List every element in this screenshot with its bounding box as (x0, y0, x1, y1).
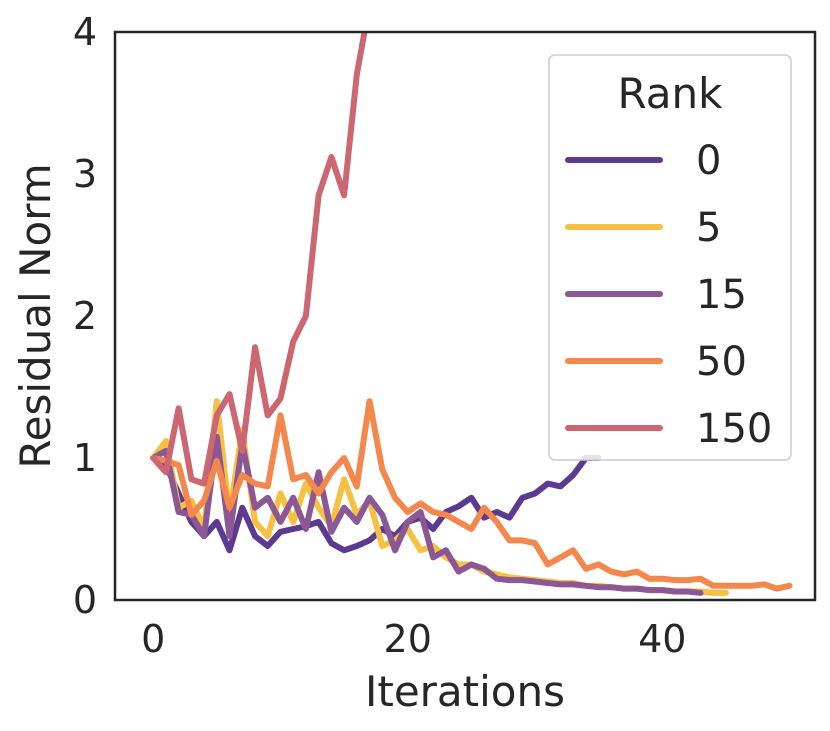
legend-label-rank-0: 0 (696, 138, 721, 184)
y-tick-label: 3 (73, 152, 97, 196)
y-tick-label: 4 (73, 10, 97, 54)
legend-entries: 0 5 15 50 150 (565, 138, 772, 452)
series-line-rank-150 (150, 32, 368, 487)
y-tick-label: 0 (73, 578, 97, 622)
x-tick-label: 40 (638, 617, 686, 661)
legend-title: Rank (618, 69, 724, 118)
y-tick-label: 2 (73, 294, 97, 338)
y-axis-label: Residual Norm (11, 163, 60, 468)
x-axis-label: Iterations (365, 667, 565, 716)
legend-label-rank-15: 15 (696, 272, 747, 318)
legend-label-rank-50: 50 (696, 339, 747, 385)
legend-label-rank-5: 5 (696, 205, 721, 251)
plot-lines (150, 32, 793, 596)
legend: Rank 0 5 15 50 150 (548, 54, 792, 461)
legend-label-rank-150: 150 (696, 406, 772, 452)
y-tick-label: 1 (73, 436, 97, 480)
x-tick-label: 20 (384, 617, 432, 661)
x-tick-label: 0 (141, 617, 165, 661)
series-line-rank-0 (150, 455, 602, 554)
series-line-rank-50 (150, 398, 793, 592)
plot-frame (113, 30, 817, 602)
y-axis-ticks: 0 1 2 3 4 (73, 10, 97, 622)
x-axis-ticks: 0 20 40 (141, 617, 686, 661)
series-line-rank-15 (150, 433, 704, 596)
